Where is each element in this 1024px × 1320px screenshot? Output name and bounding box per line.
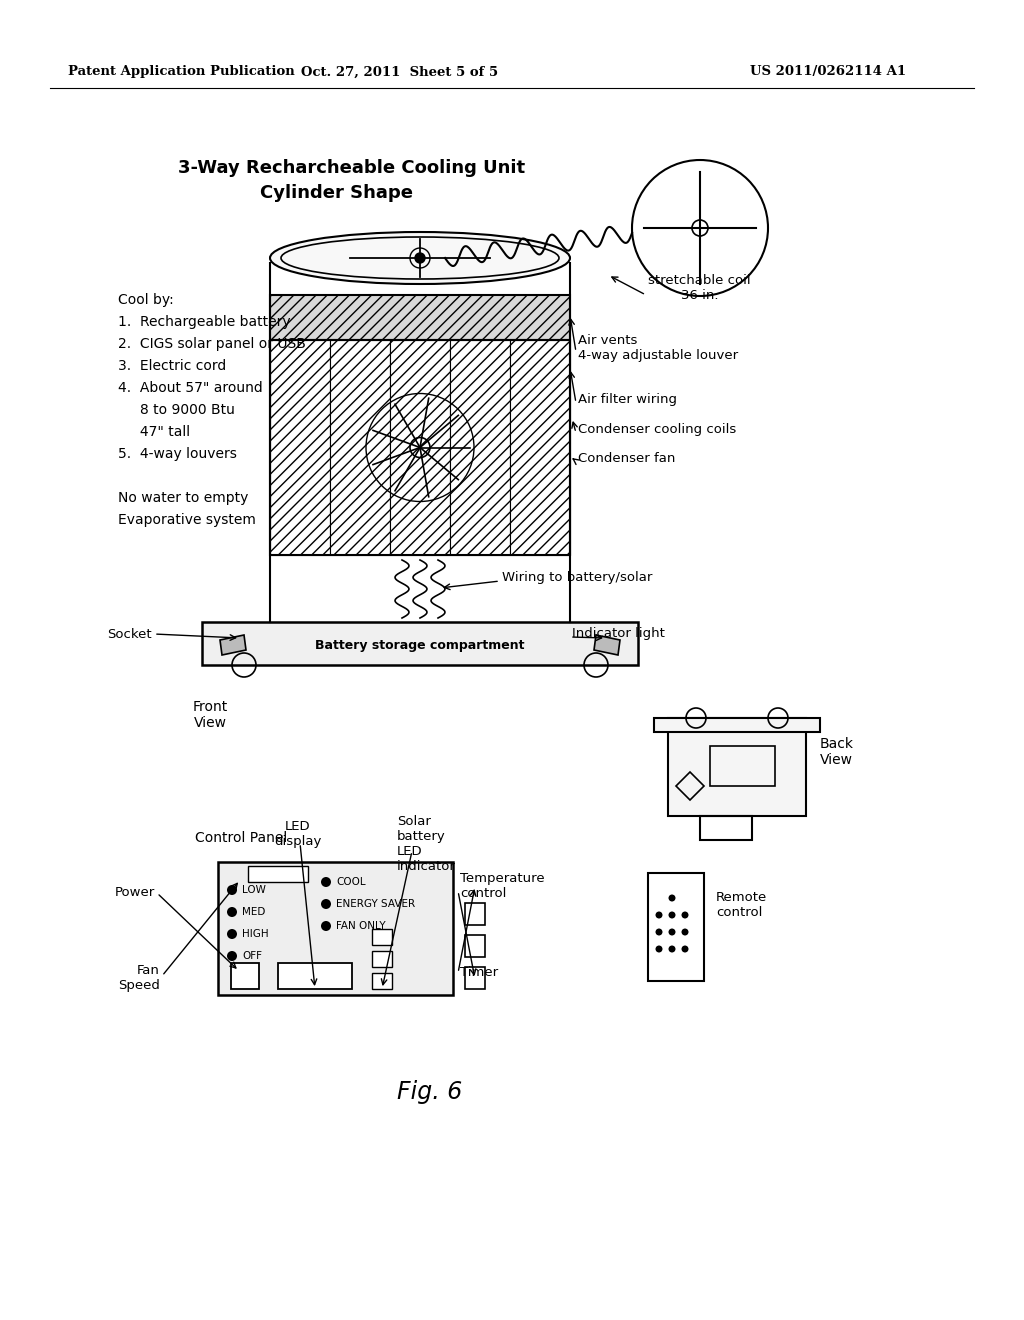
Polygon shape <box>594 635 620 655</box>
Text: Condenser cooling coils: Condenser cooling coils <box>578 424 736 437</box>
Bar <box>465 903 485 925</box>
Text: Condenser fan: Condenser fan <box>578 451 676 465</box>
Bar <box>372 973 392 989</box>
Polygon shape <box>220 635 246 655</box>
Circle shape <box>669 895 676 902</box>
Text: Back
View: Back View <box>820 737 854 767</box>
Text: 3.  Electric cord: 3. Electric cord <box>118 359 226 374</box>
Text: Indicator light: Indicator light <box>572 627 665 640</box>
Circle shape <box>227 907 237 917</box>
Circle shape <box>655 928 663 936</box>
Bar <box>330 341 390 554</box>
Bar <box>648 873 705 981</box>
Text: Fig. 6: Fig. 6 <box>397 1080 463 1104</box>
Circle shape <box>227 884 237 895</box>
Bar <box>270 341 570 554</box>
Bar <box>270 341 330 554</box>
Circle shape <box>227 950 237 961</box>
Circle shape <box>321 876 331 887</box>
Circle shape <box>682 928 688 936</box>
Circle shape <box>655 945 663 953</box>
Text: Control Panel: Control Panel <box>195 832 288 845</box>
Circle shape <box>321 899 331 909</box>
Text: Patent Application Publication: Patent Application Publication <box>68 66 295 78</box>
Bar <box>465 935 485 957</box>
Bar <box>465 968 485 989</box>
Text: LED
display: LED display <box>274 820 322 847</box>
Text: Cylinder Shape: Cylinder Shape <box>260 183 413 202</box>
Bar <box>710 746 775 785</box>
Bar <box>270 294 570 341</box>
Text: FAN ONLY: FAN ONLY <box>336 921 386 931</box>
Text: Socket: Socket <box>108 627 152 640</box>
Circle shape <box>669 928 676 936</box>
Bar <box>218 862 453 995</box>
Text: Battery storage compartment: Battery storage compartment <box>315 639 524 652</box>
Bar <box>202 622 638 665</box>
Bar <box>372 929 392 945</box>
Circle shape <box>669 912 676 919</box>
Text: 2.  CIGS solar panel or USB: 2. CIGS solar panel or USB <box>118 337 306 351</box>
Bar <box>231 964 259 989</box>
Text: stretchable coil
36 in.: stretchable coil 36 in. <box>648 275 751 302</box>
Text: Front
View: Front View <box>193 700 227 730</box>
Bar <box>510 341 570 554</box>
Text: ENERGY SAVER: ENERGY SAVER <box>336 899 415 909</box>
Text: Fan
Speed: Fan Speed <box>118 964 160 993</box>
Ellipse shape <box>270 232 570 284</box>
Text: LOW: LOW <box>242 884 266 895</box>
Bar <box>248 866 308 882</box>
Circle shape <box>682 945 688 953</box>
Text: MED: MED <box>242 907 265 917</box>
Text: 8 to 9000 Btu: 8 to 9000 Btu <box>118 403 234 417</box>
Text: Air vents
4-way adjustable louver: Air vents 4-way adjustable louver <box>578 334 738 362</box>
Bar <box>390 341 450 554</box>
Text: Oct. 27, 2011  Sheet 5 of 5: Oct. 27, 2011 Sheet 5 of 5 <box>301 66 499 78</box>
Bar <box>668 718 806 816</box>
Text: OFF: OFF <box>242 950 262 961</box>
Bar <box>372 950 392 968</box>
Text: Solar
battery
LED
indicator: Solar battery LED indicator <box>397 814 456 873</box>
Bar <box>450 341 510 554</box>
Text: HIGH: HIGH <box>242 929 268 939</box>
Bar <box>654 718 820 733</box>
Text: Remote
control: Remote control <box>716 891 767 919</box>
Text: Cool by:: Cool by: <box>118 293 174 308</box>
Text: No water to empty: No water to empty <box>118 491 249 506</box>
Circle shape <box>655 912 663 919</box>
Text: US 2011/0262114 A1: US 2011/0262114 A1 <box>750 66 906 78</box>
Text: 1.  Rechargeable battery: 1. Rechargeable battery <box>118 315 291 329</box>
Text: 3-Way Recharcheable Cooling Unit: 3-Way Recharcheable Cooling Unit <box>178 158 525 177</box>
Circle shape <box>321 921 331 931</box>
Text: Evaporative system: Evaporative system <box>118 513 256 527</box>
Text: Timer: Timer <box>460 966 498 979</box>
Circle shape <box>682 912 688 919</box>
Circle shape <box>415 253 425 263</box>
Bar <box>278 964 352 989</box>
Text: 4.  About 57" around: 4. About 57" around <box>118 381 263 395</box>
Text: Temperature
control: Temperature control <box>460 873 545 900</box>
Circle shape <box>669 945 676 953</box>
Text: Air filter wiring: Air filter wiring <box>578 393 677 407</box>
Text: Power: Power <box>115 887 155 899</box>
Text: 5.  4-way louvers: 5. 4-way louvers <box>118 447 237 461</box>
Text: COOL: COOL <box>336 876 366 887</box>
Text: Wiring to battery/solar: Wiring to battery/solar <box>502 572 652 585</box>
Circle shape <box>227 929 237 939</box>
Text: 47" tall: 47" tall <box>118 425 190 440</box>
Bar <box>700 816 752 840</box>
